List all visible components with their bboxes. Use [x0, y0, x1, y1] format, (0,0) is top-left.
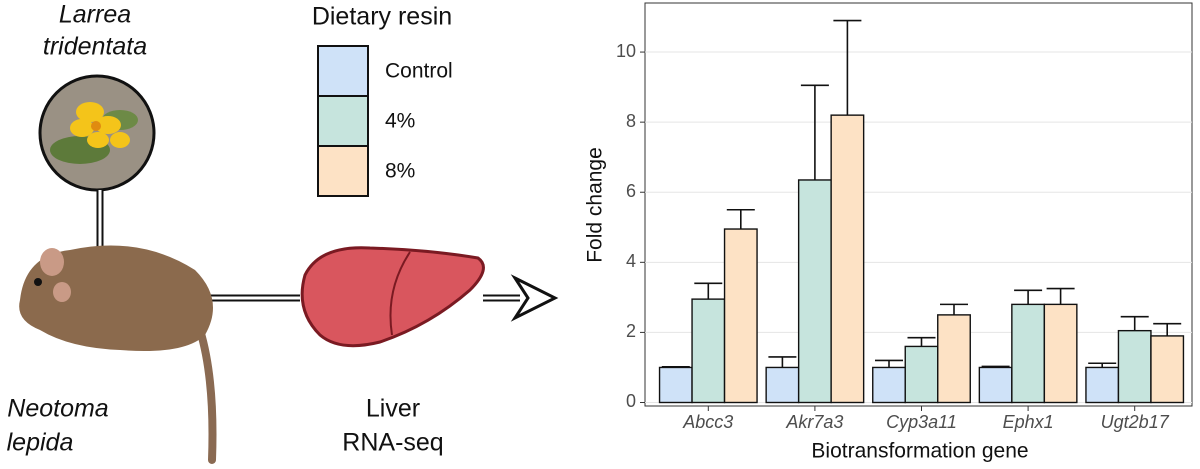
- legend: Control 4% 8%: [317, 45, 453, 197]
- bar: [658, 366, 693, 404]
- bar: [872, 366, 906, 404]
- bar: [1043, 303, 1078, 404]
- legend-swatch: [317, 45, 369, 97]
- animal-name: Neotoma: [7, 395, 109, 423]
- legend-swatch: [317, 145, 369, 197]
- plot: 0 2 4 6 8 10 Abcc3 Akr7a3 Cyp3a11 Ephx1 Ugt2b17: [616, 19, 1192, 432]
- liver-lobe: [389, 251, 411, 336]
- x-tick-label: Abcc3: [682, 412, 733, 432]
- legend-swatch: [317, 95, 369, 147]
- plant-image: [38, 74, 156, 192]
- bar: [691, 298, 726, 404]
- arrow-head: [510, 274, 559, 322]
- bar: [1150, 335, 1185, 404]
- bar: [978, 366, 1013, 404]
- y-tick-label: 10: [616, 41, 636, 61]
- bar: [904, 345, 939, 404]
- bar: [1085, 366, 1120, 404]
- legend-label: 4%: [385, 110, 415, 133]
- bar: [1117, 329, 1152, 404]
- mouse-image: [19, 245, 217, 464]
- x-tick-label: Ugt2b17: [1101, 412, 1170, 432]
- y-tick-label: 6: [626, 181, 636, 201]
- y-tick-label: 0: [626, 391, 636, 411]
- x-tick-label: Akr7a3: [785, 412, 843, 432]
- bar: [1011, 303, 1046, 404]
- x-tick-label: Ephx1: [1003, 412, 1054, 432]
- y-tick-label: 2: [626, 321, 636, 341]
- legend-label: 8%: [385, 160, 415, 183]
- y-tick-label: 8: [626, 111, 636, 131]
- y-tick-label: 4: [626, 251, 636, 271]
- x-axis-label: Biotransformation gene: [811, 440, 1028, 463]
- method-label: RNA-seq: [342, 429, 443, 457]
- method-label: Liver: [366, 395, 420, 423]
- animal-name: lepida: [7, 429, 74, 457]
- legend-title: Dietary resin: [312, 3, 452, 31]
- y-axis-label: Fold change: [584, 147, 607, 263]
- bar: [723, 228, 758, 404]
- bar: [830, 114, 865, 404]
- bar: [765, 366, 800, 404]
- plant-name: Larrea: [59, 1, 131, 29]
- legend-label: Control: [385, 60, 453, 83]
- x-tick-label: Cyp3a11: [886, 412, 957, 432]
- bar: [937, 314, 971, 404]
- bar: [797, 179, 832, 404]
- plant-name: tridentata: [43, 33, 147, 61]
